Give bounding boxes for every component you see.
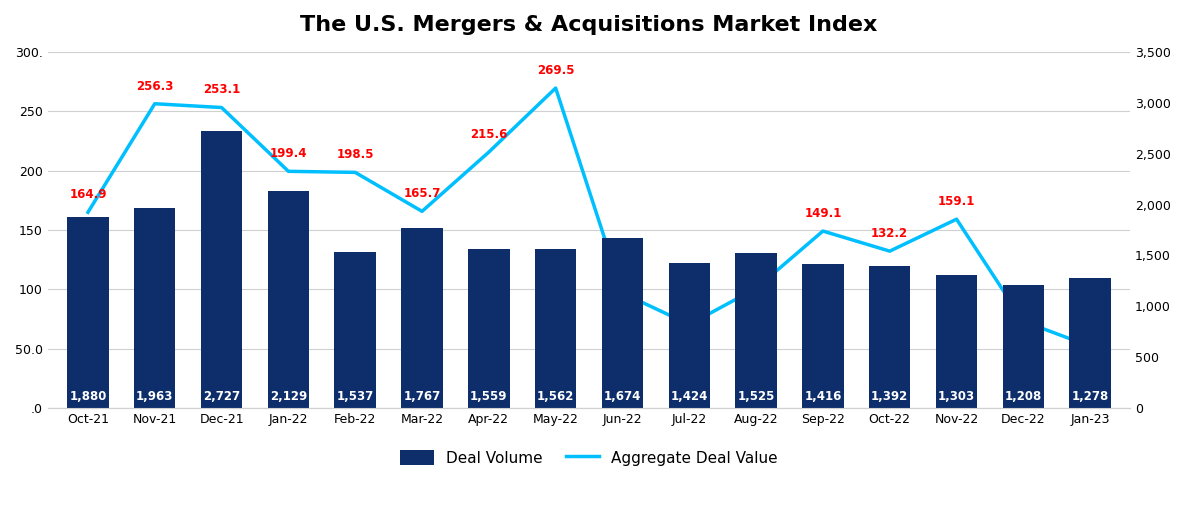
Legend: Deal Volume, Aggregate Deal Value: Deal Volume, Aggregate Deal Value [394,444,784,472]
Text: 164.9: 164.9 [69,188,107,201]
Text: 149.1: 149.1 [804,207,842,220]
Text: 100.9: 100.9 [738,308,774,321]
Text: 1,392: 1,392 [871,389,908,402]
Bar [601,238,643,408]
Bar [334,252,376,408]
Text: 1,416: 1,416 [804,389,842,402]
Text: 256.3: 256.3 [136,80,173,92]
Text: 70.4: 70.4 [675,344,703,357]
Bar [535,249,576,408]
Text: 198.5: 198.5 [337,148,374,161]
Text: 1,562: 1,562 [537,389,574,402]
Bar [401,228,442,408]
Bar [869,266,911,408]
Text: 1,424: 1,424 [670,389,708,402]
Text: 2,129: 2,129 [269,389,307,402]
Text: 199.4: 199.4 [269,147,307,160]
Text: 132.2: 132.2 [872,227,908,240]
Title: The U.S. Mergers & Acquisitions Market Index: The U.S. Mergers & Acquisitions Market I… [300,15,878,35]
Text: 52.1: 52.1 [1076,366,1104,379]
Text: 1,303: 1,303 [938,389,975,402]
Text: 1,559: 1,559 [470,389,508,402]
Text: 1,963: 1,963 [136,389,173,402]
Bar [735,253,777,408]
Text: 1,880: 1,880 [69,389,107,402]
Text: 1,525: 1,525 [738,389,774,402]
Text: 1,767: 1,767 [403,389,441,402]
Text: 165.7: 165.7 [403,187,441,200]
Bar [268,192,310,408]
Bar [669,263,710,408]
Bar [802,264,843,408]
Bar [1070,278,1111,408]
Text: 1,208: 1,208 [1005,389,1042,402]
Text: 159.1: 159.1 [938,195,975,208]
Text: 1,674: 1,674 [604,389,642,402]
Text: 1,278: 1,278 [1071,389,1109,402]
Bar [936,276,977,408]
Bar [68,217,109,408]
Bar [200,130,242,408]
Text: 96.9: 96.9 [607,313,637,326]
Bar [1002,285,1044,408]
Text: 2,727: 2,727 [203,389,240,402]
Bar [468,250,510,408]
Text: 253.1: 253.1 [203,84,241,97]
Text: 73.1: 73.1 [1009,341,1038,354]
Text: 215.6: 215.6 [470,128,508,141]
Bar [134,208,176,408]
Text: 1,537: 1,537 [337,389,374,402]
Text: 269.5: 269.5 [537,64,574,77]
